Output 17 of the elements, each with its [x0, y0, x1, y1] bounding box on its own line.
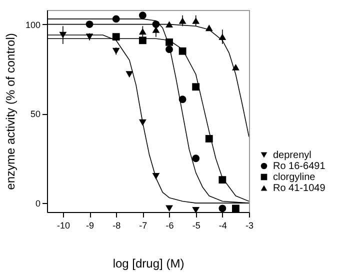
x-tick-label: -9 — [86, 220, 94, 230]
legend-label: Ro 16-6491 — [273, 161, 326, 172]
y-tick-label: 0 — [35, 198, 40, 209]
x-tick-label: -6 — [166, 220, 174, 230]
x-tick-label: -7 — [139, 220, 148, 230]
y-tick-label: 50 — [30, 109, 40, 120]
legend-label: Ro 41-1049 — [273, 183, 326, 194]
x-tick-label: -10 — [56, 220, 70, 230]
x-tick-label: -8 — [112, 220, 121, 230]
y-axis-title: enzyme activity (% of control) — [3, 33, 18, 190]
y-tick-label: 100 — [25, 20, 40, 30]
x-axis-title: log [drug] (M) — [112, 256, 184, 270]
x-tick-label: -5 — [192, 220, 200, 230]
legend-label: clorgyline — [273, 172, 316, 183]
x-tick-label: -3 — [245, 220, 254, 230]
x-tick-label: -4 — [218, 220, 227, 230]
legend-label: deprenyl — [273, 150, 312, 161]
